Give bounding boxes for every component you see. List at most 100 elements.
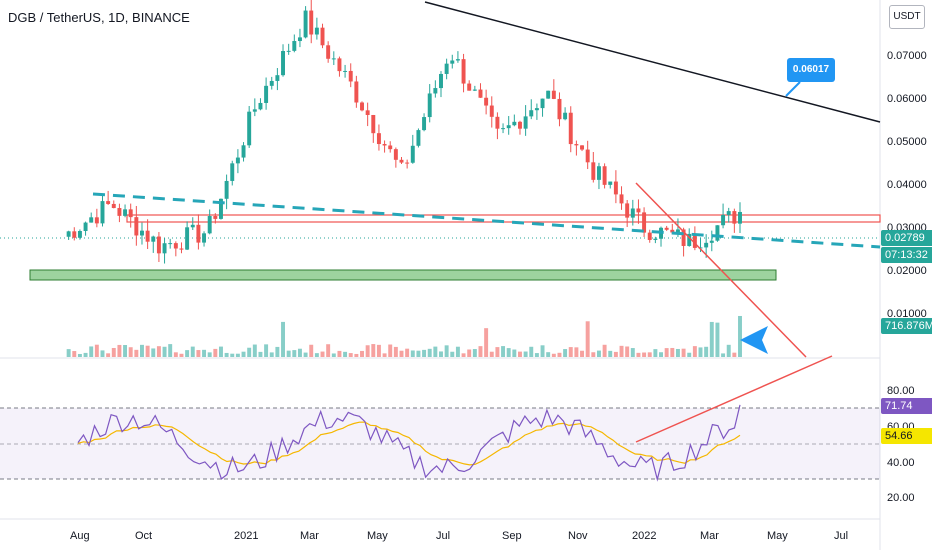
volume-bar [117,344,122,357]
volume-bar [100,350,105,357]
descending-trendline-black[interactable] [424,1,881,123]
dashed-trendline[interactable] [92,192,881,249]
candle-body [72,231,77,238]
volume-bar [371,344,376,357]
volume-bar [314,353,319,357]
volume-bar [162,346,167,357]
candle-body [506,125,511,129]
symbol-title[interactable]: DGB / TetherUS, 1D, BINANCE [8,10,190,25]
volume-bar [670,347,675,357]
volume-bar [303,352,308,357]
volume-bar [681,348,686,357]
volume-bar [591,352,596,357]
candle-body [619,194,624,204]
candle-body [140,230,144,236]
candle-body [444,63,449,74]
volume-bar [190,346,195,357]
volume-bar [692,346,697,357]
volume-bar [376,344,381,357]
volume-bar [495,347,500,357]
volume-bar [546,352,551,357]
volume-bar [72,351,77,357]
volume-bar [123,345,128,357]
candle-body [653,238,658,240]
volume-bar [185,350,190,357]
volume-bar [365,345,370,357]
candle-body [117,208,122,216]
volume-bar [636,352,641,357]
candle-body [145,230,150,242]
rsi-line [77,404,741,482]
volume-bar [264,344,269,357]
volume-bar [557,352,562,357]
volume-bar [360,350,364,357]
volume-bar [207,352,212,357]
candle-body [156,236,161,254]
currency-button[interactable]: USDT [889,5,925,29]
volume-bar [596,350,601,357]
price-callout[interactable]: 0.06017 [787,58,835,82]
volume-bar [563,349,568,357]
volume-bar [523,351,528,357]
candle-body [501,128,506,130]
time-axis[interactable]: Aug Oct 2021 Mar May Jul Sep Nov 2022 Ma… [70,530,848,542]
callout-pointer [785,81,801,97]
volume-bar [698,347,703,357]
volume-bar [83,352,88,357]
rsi-band [0,408,880,479]
candle-body [348,70,353,82]
price-tick: 0.05000 [887,136,927,148]
volume-bar [382,353,387,357]
volume-bar [732,352,737,357]
volume-bar [619,345,624,357]
red-trendline-down[interactable] [635,182,807,358]
volume-bar [444,345,449,357]
volume-bar [354,353,359,357]
candle-body [360,102,364,111]
candle-body [427,93,432,118]
volume-bar [642,352,647,357]
candle-body [439,73,443,89]
volume-bar [202,349,207,357]
volume-bar [580,350,585,357]
volume-bar [292,350,297,357]
candle-body [647,232,652,240]
rsi-ma-line [77,421,741,466]
candle-body [405,162,410,164]
candle-body [467,83,472,91]
candle-body [534,108,539,111]
time-tick: Sep [502,530,522,542]
volume-bar [427,348,432,357]
red-trendline-rsi[interactable] [635,355,833,443]
candle-body [354,81,359,103]
volume-bar [602,344,607,357]
volume-bar [337,350,342,357]
candle-body [281,51,285,76]
volume-bar [540,345,545,357]
rsi-series [77,404,741,482]
volume-bar [326,344,331,357]
volume-bar [529,346,534,357]
time-tick: Jul [436,530,450,542]
volume-bar [106,353,111,357]
volume-bar [393,346,398,357]
blue-arrow-icon[interactable] [740,326,768,354]
volume-bar [286,350,291,357]
candle-body [636,208,641,213]
volume-bar [472,349,477,357]
candle-body [585,149,590,163]
candle-body [94,217,99,224]
volume-bar [574,347,579,357]
candle-body [704,242,709,248]
candle-body [151,236,156,242]
volume-bar [213,348,218,357]
volume-bar [422,349,427,357]
volume-bar [258,351,263,357]
candle-body [123,209,128,216]
volume-bar [726,344,731,357]
support-zone[interactable] [29,269,777,281]
volume-bar [145,345,150,357]
candle-body [512,121,517,126]
price-axis[interactable]: 0.07000 0.06000 0.05000 0.04000 0.03000 … [887,50,927,320]
